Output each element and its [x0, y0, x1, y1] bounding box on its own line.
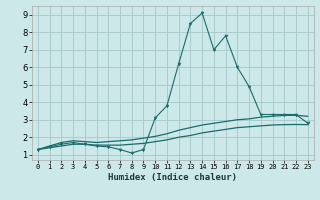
X-axis label: Humidex (Indice chaleur): Humidex (Indice chaleur) [108, 173, 237, 182]
